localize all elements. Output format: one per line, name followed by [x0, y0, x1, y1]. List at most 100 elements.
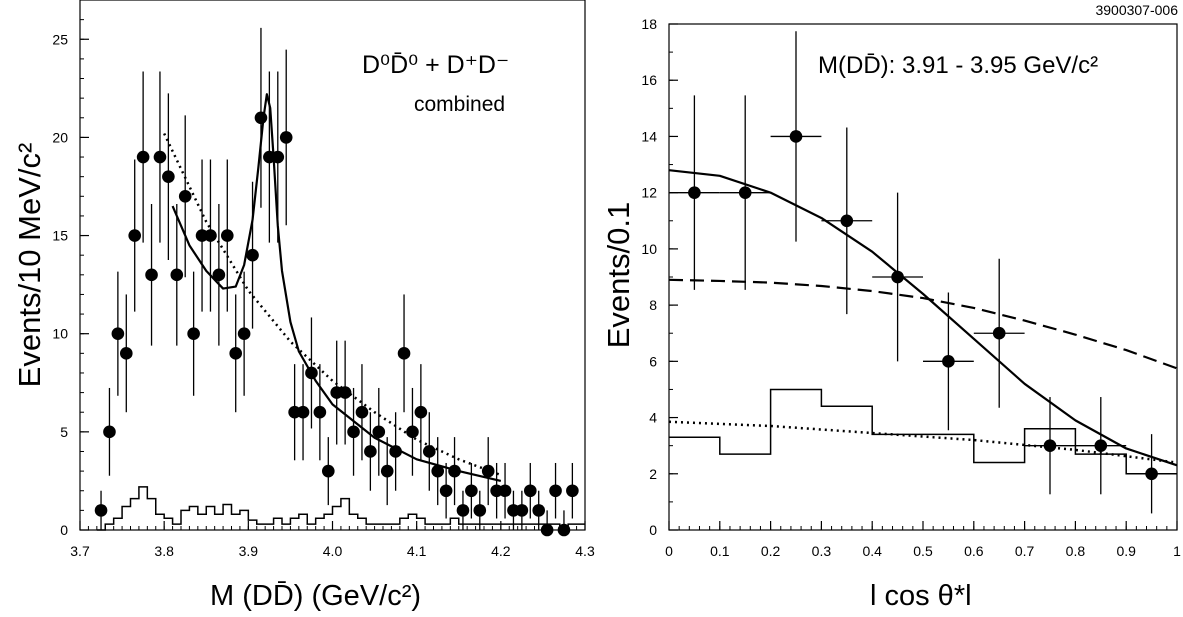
- right-x-axis-label: l cos θ*l: [870, 580, 972, 612]
- l-data-point: [549, 484, 562, 498]
- l-data-point: [204, 229, 217, 242]
- l-data-point: [414, 405, 428, 419]
- l-data-point: [347, 425, 360, 439]
- l-data-point: [145, 268, 158, 282]
- l-data-point: [532, 504, 546, 517]
- right-y-axis-label: Events/0.1: [601, 201, 636, 349]
- l-data-point: [313, 405, 327, 419]
- l-background-histogram: [96, 486, 585, 531]
- l-dotted-fit-curve: [163, 132, 502, 477]
- r-data-point: [789, 130, 803, 143]
- r-x-tick-label: 0.1: [710, 543, 730, 559]
- l-data-point: [372, 425, 386, 439]
- r-data-point: [738, 186, 752, 199]
- r-y-tick-label: 18: [641, 16, 657, 32]
- l-x-tick-label: 4.0: [323, 543, 343, 559]
- left-axes-layer: 3.7 3.8 3.9 4.0 4.1 4.2 4.3 0 5 10 15 20 25: [52, 0, 595, 559]
- r-dashed-fit-curve: [668, 278, 1178, 370]
- r-y-tick-label: 6: [649, 353, 657, 369]
- l-y-tick-label: 20: [52, 129, 68, 145]
- r-y-tick-label: 16: [641, 72, 657, 88]
- l-data-point: [422, 445, 436, 458]
- r-y-tick-label: 10: [641, 241, 657, 257]
- left-annotation-combined: combined: [414, 93, 506, 116]
- l-y-tick-label: 10: [52, 326, 68, 342]
- right-solid-layer: [668, 169, 1178, 467]
- l-data-point: [557, 523, 571, 537]
- r-y-tick-label: 8: [649, 297, 657, 313]
- l-data-point: [439, 484, 453, 498]
- l-x-tick-label: 4.1: [407, 543, 427, 559]
- l-data-point: [465, 484, 478, 498]
- l-x-tick-label: 4.3: [575, 543, 595, 559]
- l-data-point: [321, 464, 335, 478]
- l-x-tick-label: 3.8: [154, 543, 174, 559]
- r-data-point: [992, 326, 1006, 340]
- r-x-tick-label: 0.2: [761, 543, 781, 559]
- r-y-tick-label: 2: [649, 466, 657, 482]
- l-data-point: [431, 464, 445, 478]
- l-data-point: [153, 150, 167, 164]
- left-panel: 3.7 3.8 3.9 4.0 4.1 4.2 4.3 0 5 10 15 20 25: [52, 0, 595, 559]
- left-annotation-channel: D⁰D̄⁰ + D⁺D⁻: [362, 51, 510, 79]
- r-y-tick-label: 0: [649, 522, 657, 538]
- right-dashed-layer: [668, 278, 1178, 370]
- l-y-tick-label: 0: [60, 522, 68, 538]
- l-data-point: [380, 464, 394, 478]
- r-data-point: [688, 186, 701, 199]
- right-axes-layer: 0 0.1 0.2 0.3 0.4 0.5 0.6 0.7 0.8 0.9 102468101214…: [641, 16, 1181, 559]
- r-x-tick-label: 0.7: [1015, 543, 1035, 559]
- l-x-tick-label: 3.7: [70, 543, 90, 559]
- l-data-point: [103, 425, 116, 439]
- r-x-tick-label: 0.6: [964, 543, 984, 559]
- right-annotation-mass-range: M(DD̄): 3.91 - 3.95 GeV/c²: [818, 52, 1099, 79]
- l-data-point: [128, 229, 142, 242]
- r-x-tick-label: 0.9: [1116, 543, 1136, 559]
- l-data-point: [94, 504, 108, 517]
- l-x-tick-label: 3.9: [239, 543, 259, 559]
- l-data-point: [119, 347, 133, 360]
- left-dotted-layer: [163, 132, 502, 477]
- l-data-point: [456, 504, 470, 517]
- l-data-point: [246, 248, 259, 262]
- l-data-point: [279, 131, 293, 144]
- r-y-tick-label: 4: [649, 410, 657, 426]
- l-data-point: [237, 327, 251, 341]
- l-y-tick-label: 5: [60, 424, 68, 440]
- l-data-point: [162, 170, 175, 183]
- l-data-point: [540, 523, 554, 537]
- l-data-point: [364, 445, 377, 458]
- r-data-point: [1043, 439, 1057, 452]
- l-data-point: [254, 111, 268, 125]
- l-data-point: [481, 464, 495, 478]
- l-data-point: [187, 327, 200, 341]
- l-data-point: [338, 386, 352, 399]
- left-points-layer: [94, 27, 579, 537]
- r-data-point: [891, 270, 904, 284]
- l-data-point: [355, 405, 369, 419]
- l-data-point: [136, 150, 150, 164]
- l-data-point: [566, 484, 579, 498]
- l-data-point: [212, 268, 226, 282]
- l-data-point: [111, 327, 125, 341]
- l-data-point: [523, 484, 537, 498]
- l-data-point: [389, 445, 402, 458]
- l-data-point: [220, 229, 234, 242]
- r-x-tick-label: 1: [1173, 543, 1181, 559]
- r-dotted-fit-curve: [668, 420, 1178, 464]
- left-plot-frame: [79, 0, 586, 531]
- r-x-tick-label: 0.5: [913, 543, 933, 559]
- l-x-tick-label: 4.2: [491, 543, 511, 559]
- r-x-tick-label: 0.4: [862, 543, 882, 559]
- l-data-point: [448, 464, 461, 478]
- left-x-axis-label: M (DD̄) (GeV/c²): [210, 580, 422, 612]
- right-dotted-layer: [668, 420, 1178, 464]
- l-data-point: [296, 405, 310, 419]
- l-data-point: [305, 366, 318, 380]
- l-y-tick-label: 15: [52, 228, 68, 244]
- l-data-point: [271, 150, 285, 164]
- left-histogram-layer: [96, 486, 585, 531]
- l-data-point: [406, 425, 419, 439]
- r-data-point: [1145, 467, 1158, 481]
